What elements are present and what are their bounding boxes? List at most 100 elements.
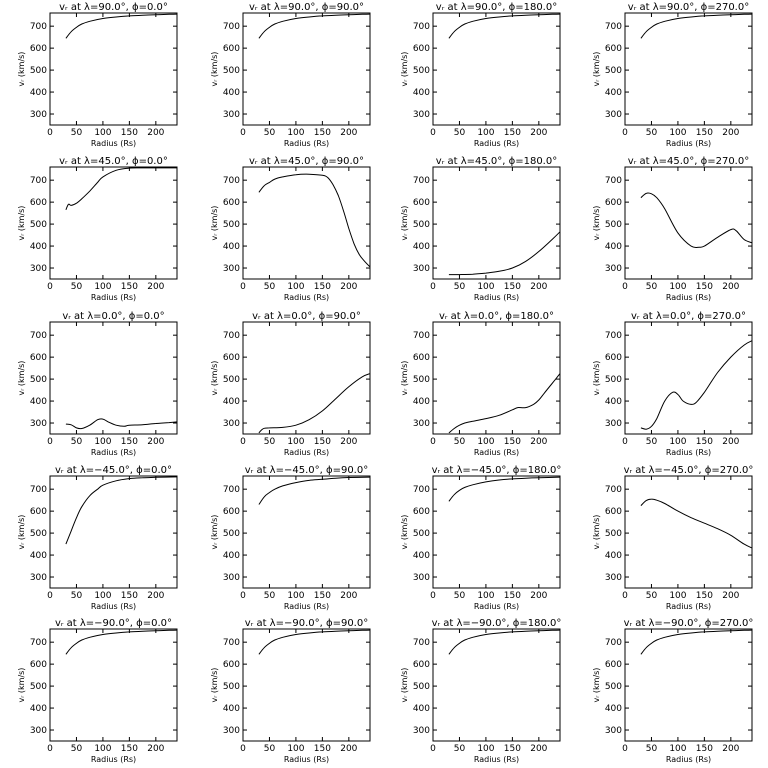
series-line xyxy=(448,476,561,502)
y-tick-label: 600 xyxy=(30,660,47,670)
panel: vᵣ at λ=−90.0°, ϕ=270.0° 0 50 100 150 200 300 4… xyxy=(592,618,753,764)
y-tick-label: 700 xyxy=(605,638,622,648)
panel: vᵣ at λ=−45.0°, ϕ=180.0° 0 50 100 150 200 300 4… xyxy=(400,465,561,611)
series-line xyxy=(258,13,371,39)
panel: vᵣ at λ=45.0°, ϕ=90.0° 0 50 100 150 200 300 400… xyxy=(210,156,371,302)
y-tick-label: 600 xyxy=(223,660,240,670)
y-axis-label: vᵣ (km/s) xyxy=(210,52,219,87)
x-tick-label: 150 xyxy=(314,282,331,292)
x-tick-label: 150 xyxy=(504,128,521,138)
x-tick-label: 0 xyxy=(240,128,246,138)
x-tick-label: 150 xyxy=(504,282,521,292)
y-tick-label: 400 xyxy=(30,704,47,714)
series-line xyxy=(640,192,753,249)
y-tick-label: 600 xyxy=(30,198,47,208)
y-tick-label: 500 xyxy=(30,220,47,230)
y-tick-label: 500 xyxy=(413,66,430,76)
x-tick-label: 100 xyxy=(477,128,494,138)
y-tick-label: 500 xyxy=(605,375,622,385)
y-tick-label: 700 xyxy=(30,485,47,495)
y-tick-label: 400 xyxy=(30,88,47,98)
x-tick-label: 150 xyxy=(314,744,331,754)
x-tick-label: 200 xyxy=(340,744,357,754)
panel-title: vᵣ at λ=90.0°, ϕ=0.0° xyxy=(59,2,168,13)
x-tick-label: 150 xyxy=(696,744,713,754)
x-axis-label: Radius (Rs) xyxy=(666,139,711,148)
y-tick-label: 700 xyxy=(413,485,430,495)
panel-title: vᵣ at λ=−45.0°, ϕ=270.0° xyxy=(624,465,754,476)
y-tick-label: 300 xyxy=(605,419,622,429)
x-axis-label: Radius (Rs) xyxy=(284,448,329,457)
plot-frame xyxy=(49,628,178,742)
y-tick-label: 400 xyxy=(223,88,240,98)
x-tick-label: 50 xyxy=(71,128,83,138)
y-tick-label: 400 xyxy=(605,704,622,714)
x-tick-label: 150 xyxy=(314,128,331,138)
y-tick-label: 500 xyxy=(605,66,622,76)
y-tick-label: 500 xyxy=(223,529,240,539)
y-tick-label: 300 xyxy=(30,110,47,120)
plot-frame xyxy=(432,628,561,742)
x-axis-label: Radius (Rs) xyxy=(474,448,519,457)
x-tick-label: 200 xyxy=(147,128,164,138)
y-tick-label: 600 xyxy=(605,507,622,517)
y-tick-label: 700 xyxy=(223,176,240,186)
y-tick-label: 400 xyxy=(223,397,240,407)
y-axis-label: vᵣ (km/s) xyxy=(210,361,219,396)
x-tick-label: 200 xyxy=(722,128,739,138)
panel-title: vᵣ at λ=−45.0°, ϕ=180.0° xyxy=(432,465,562,476)
x-axis-label: Radius (Rs) xyxy=(474,602,519,611)
y-tick-label: 500 xyxy=(223,66,240,76)
y-tick-label: 300 xyxy=(413,726,430,736)
y-axis-label: vᵣ (km/s) xyxy=(592,52,601,87)
x-tick-label: 150 xyxy=(504,437,521,447)
series-line xyxy=(448,373,561,434)
x-axis-label: Radius (Rs) xyxy=(91,139,136,148)
y-tick-label: 600 xyxy=(30,353,47,363)
y-tick-label: 400 xyxy=(223,551,240,561)
y-tick-label: 400 xyxy=(605,242,622,252)
plot-frame xyxy=(242,166,371,280)
x-tick-label: 100 xyxy=(94,282,111,292)
plot-frame xyxy=(432,12,561,126)
x-tick-label: 50 xyxy=(646,437,658,447)
plot-frame xyxy=(242,475,371,589)
series-line xyxy=(640,13,753,39)
series-line xyxy=(65,629,178,655)
y-tick-label: 500 xyxy=(413,529,430,539)
x-tick-label: 0 xyxy=(47,437,53,447)
panel-title: vᵣ at λ=−45.0°, ϕ=0.0° xyxy=(55,465,172,476)
panel-title: vᵣ at λ=−45.0°, ϕ=90.0° xyxy=(245,465,368,476)
y-tick-label: 600 xyxy=(223,198,240,208)
x-tick-label: 0 xyxy=(47,744,53,754)
x-tick-label: 0 xyxy=(47,128,53,138)
panel-title: vᵣ at λ=0.0°, ϕ=90.0° xyxy=(252,311,361,322)
x-axis-label: Radius (Rs) xyxy=(666,602,711,611)
x-tick-label: 0 xyxy=(240,591,246,601)
y-tick-label: 300 xyxy=(413,110,430,120)
y-tick-label: 600 xyxy=(413,660,430,670)
y-tick-label: 600 xyxy=(223,507,240,517)
y-tick-label: 600 xyxy=(30,44,47,54)
y-axis-label: vᵣ (km/s) xyxy=(400,206,409,241)
series-line xyxy=(640,629,753,655)
series-line xyxy=(65,476,178,545)
x-tick-label: 50 xyxy=(71,744,83,754)
plot-frame xyxy=(624,475,753,589)
panel-title: vᵣ at λ=−90.0°, ϕ=90.0° xyxy=(245,618,368,629)
plot-frame xyxy=(49,475,178,589)
y-tick-label: 700 xyxy=(30,331,47,341)
x-tick-label: 0 xyxy=(240,282,246,292)
y-tick-label: 400 xyxy=(413,242,430,252)
y-tick-label: 700 xyxy=(413,22,430,32)
y-tick-label: 400 xyxy=(605,397,622,407)
x-tick-label: 0 xyxy=(240,437,246,447)
x-tick-label: 0 xyxy=(47,591,53,601)
plot-frame xyxy=(624,166,753,280)
x-tick-label: 50 xyxy=(646,128,658,138)
y-tick-label: 700 xyxy=(413,638,430,648)
x-tick-label: 200 xyxy=(340,437,357,447)
y-tick-label: 700 xyxy=(605,331,622,341)
x-tick-label: 200 xyxy=(530,744,547,754)
x-tick-label: 50 xyxy=(71,437,83,447)
